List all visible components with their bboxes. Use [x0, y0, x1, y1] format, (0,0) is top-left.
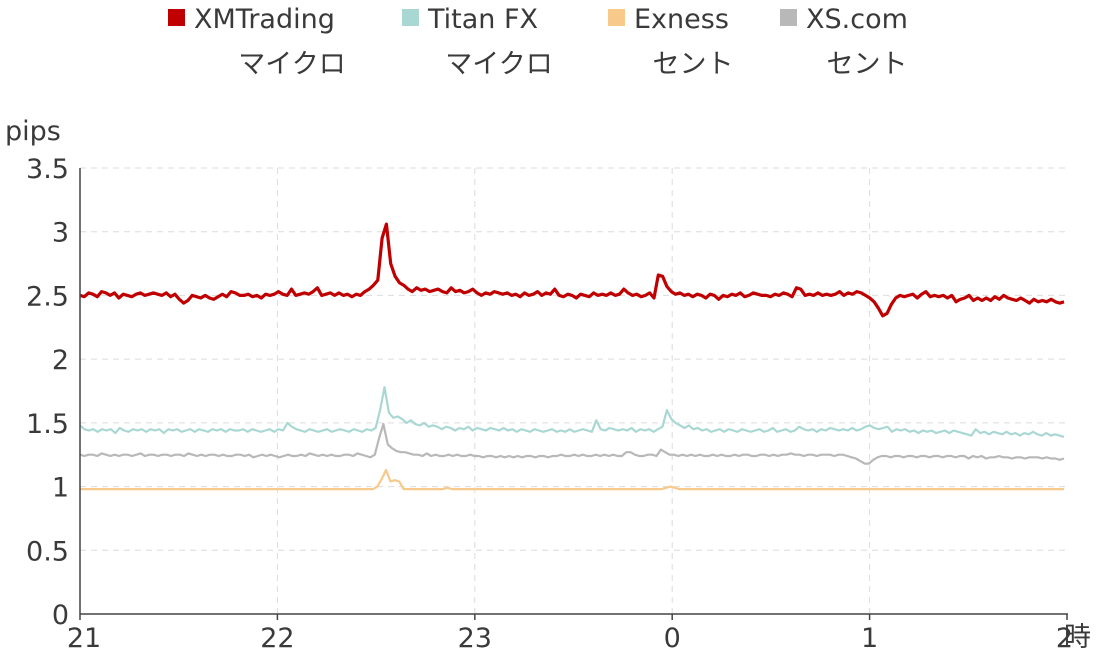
y-axis-unit-label: pips	[5, 116, 61, 147]
legend-label-1: Titan FX	[427, 4, 538, 35]
y-tick-label: 1.5	[26, 409, 69, 440]
legend-sublabel-3: セント	[827, 49, 908, 80]
series-line-2	[80, 468, 1064, 491]
legend-swatch-3	[780, 9, 797, 26]
legend-label-2: Exness	[634, 4, 729, 35]
x-tick-label: 22	[260, 623, 294, 654]
series-layer	[79, 222, 1065, 491]
y-tick-label: 1	[52, 473, 69, 504]
legend-label-0: XMTrading	[194, 4, 335, 35]
y-tick-label: 2.5	[26, 281, 69, 312]
x-tick-label: 2	[1056, 623, 1073, 654]
legend-swatch-1	[402, 9, 419, 26]
y-tick-label: 3.5	[26, 154, 69, 185]
y-tick-label: 0.5	[26, 536, 69, 567]
grid	[80, 167, 1068, 614]
x-tick-label: 1	[861, 623, 878, 654]
y-tick-label: 2	[52, 345, 69, 376]
legend-label-3: XS.com	[806, 4, 908, 35]
series-line-0	[79, 222, 1065, 318]
series-line-3	[79, 423, 1065, 465]
legend-sublabel-0: マイクロ	[238, 49, 345, 80]
legend-sublabel-2: セント	[653, 49, 734, 80]
x-tick-label: 23	[458, 623, 492, 654]
x-axis-unit-label: 時	[1064, 622, 1091, 653]
series-line-1	[79, 386, 1065, 438]
y-tick-label: 3	[52, 218, 69, 249]
legend-swatch-0	[168, 9, 185, 26]
x-tick-label: 21	[67, 623, 101, 654]
y-axis-ticks: 0 0.5 1 1.5 2 2.5 3 3.5	[26, 154, 69, 631]
legend: XMTrading マイクロ Titan FX マイクロ Exness セント XS.com…	[168, 4, 908, 80]
x-tick-label: 0	[664, 623, 681, 654]
legend-sublabel-1: マイクロ	[445, 49, 552, 80]
legend-swatch-2	[608, 9, 625, 26]
y-tick-label: 0	[52, 600, 69, 631]
x-axis-ticks: 21 22 23 0 1 2	[67, 614, 1073, 654]
